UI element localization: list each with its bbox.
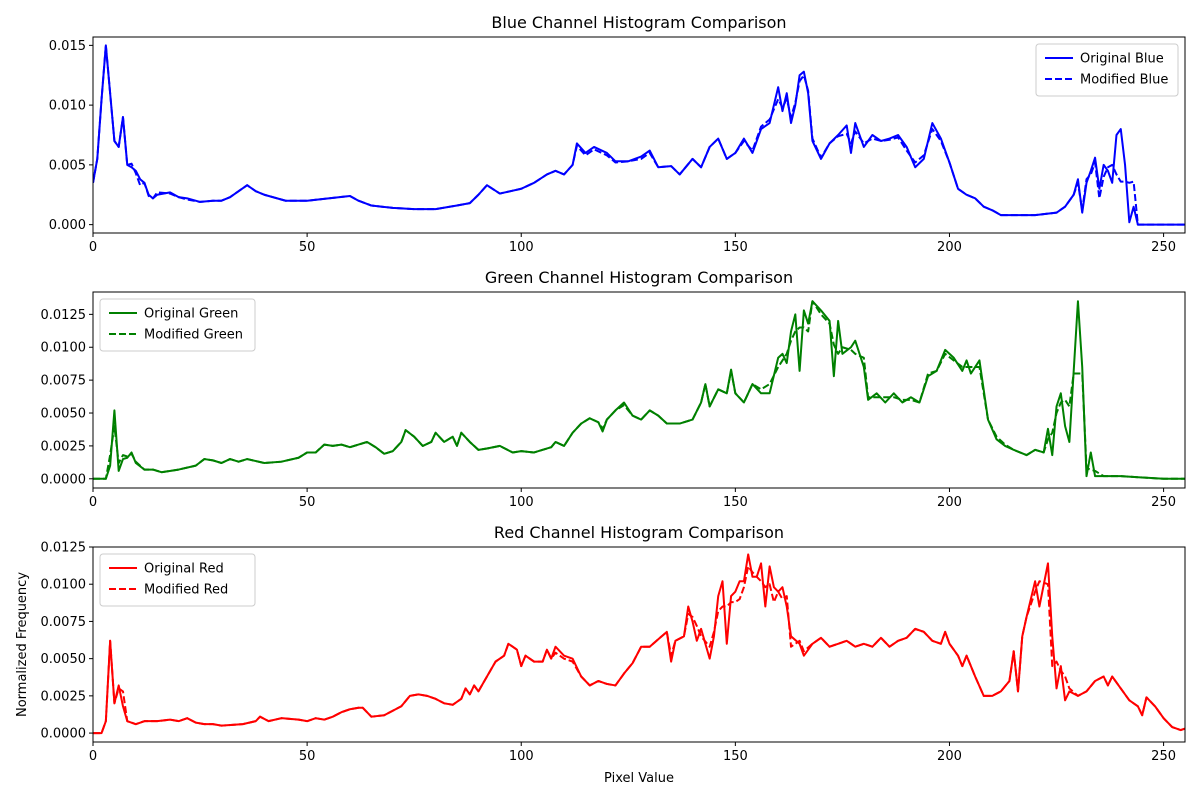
x-tick-label: 100 bbox=[509, 240, 534, 255]
x-tick-label: 100 bbox=[509, 495, 534, 510]
y-tick-label: 0.0000 bbox=[41, 727, 87, 742]
legend: Original Red Modified Red bbox=[99, 553, 256, 607]
x-tick-label: 250 bbox=[1151, 749, 1176, 764]
x-tick-label: 200 bbox=[937, 240, 962, 255]
x-tick-label: 150 bbox=[723, 240, 748, 255]
x-tick-label: 0 bbox=[89, 495, 97, 510]
y-axis-label: Normalized Frequency bbox=[15, 572, 30, 717]
x-tick-label: 250 bbox=[1151, 240, 1176, 255]
y-tick-label: 0.000 bbox=[49, 218, 86, 233]
series-line-modified-red bbox=[93, 565, 1185, 735]
y-tick-label: 0.005 bbox=[49, 158, 86, 173]
axes-frame bbox=[92, 36, 1186, 234]
chart-title: Red Channel Histogram Comparison bbox=[494, 523, 784, 542]
y-tick-label: 0.0025 bbox=[41, 689, 87, 704]
series-line-modified-blue bbox=[93, 44, 1185, 226]
x-tick-label: 50 bbox=[299, 495, 316, 510]
series-line-modified-green bbox=[93, 300, 1185, 480]
x-tick-label: 250 bbox=[1151, 495, 1176, 510]
x-tick-label: 0 bbox=[89, 240, 97, 255]
x-tick-label: 200 bbox=[937, 495, 962, 510]
chart-title: Blue Channel Histogram Comparison bbox=[491, 13, 786, 32]
y-tick-label: 0.0025 bbox=[41, 439, 87, 454]
chart-panel-1: 0 50 100 150 200 250 0.000 0.005 0.010 0.015 Blue … bbox=[49, 13, 1186, 255]
x-tick-label: 150 bbox=[723, 749, 748, 764]
legend-label: Modified Blue bbox=[1080, 73, 1168, 88]
legend-label: Original Blue bbox=[1080, 52, 1164, 67]
legend-label: Modified Red bbox=[144, 583, 228, 598]
chart-title: Green Channel Histogram Comparison bbox=[485, 268, 793, 287]
axes-frame bbox=[92, 291, 1186, 489]
y-tick-label: 0.0075 bbox=[41, 615, 87, 630]
legend-label: Original Green bbox=[144, 307, 238, 322]
y-tick-label: 0.0075 bbox=[41, 374, 87, 389]
x-axis-label: Pixel Value bbox=[604, 771, 674, 786]
legend-label: Modified Green bbox=[144, 328, 243, 343]
y-tick-label: 0.010 bbox=[49, 99, 86, 114]
chart-panel-3: 0 50 100 150 200 250 0.0000 0.0025 0.0050 0.0075 0… bbox=[15, 523, 1186, 786]
y-tick-label: 0.0000 bbox=[41, 472, 87, 487]
chart-panel-2: 0 50 100 150 200 250 0.0000 0.0025 0.0050 0.0075 0… bbox=[41, 268, 1186, 510]
y-tick-label: 0.0125 bbox=[41, 308, 87, 323]
series-line-original-blue bbox=[93, 44, 1185, 226]
y-tick-label: 0.0050 bbox=[41, 407, 87, 422]
axes-frame bbox=[92, 546, 1186, 743]
x-tick-label: 100 bbox=[509, 749, 534, 764]
y-tick-label: 0.0125 bbox=[41, 541, 87, 556]
y-tick-label: 0.015 bbox=[49, 39, 86, 54]
legend-box bbox=[99, 298, 256, 352]
y-tick-label: 0.0100 bbox=[41, 341, 87, 356]
x-tick-label: 150 bbox=[723, 495, 748, 510]
x-tick-label: 0 bbox=[89, 749, 97, 764]
legend: Original Green Modified Green bbox=[99, 298, 256, 352]
x-tick-label: 200 bbox=[937, 749, 962, 764]
y-tick-label: 0.0100 bbox=[41, 578, 87, 593]
legend: Original Blue Modified Blue bbox=[1035, 43, 1179, 97]
legend-label: Original Red bbox=[144, 562, 224, 577]
legend-box bbox=[99, 553, 256, 607]
x-tick-label: 50 bbox=[299, 240, 316, 255]
y-tick-label: 0.0050 bbox=[41, 652, 87, 667]
x-tick-label: 50 bbox=[299, 749, 316, 764]
